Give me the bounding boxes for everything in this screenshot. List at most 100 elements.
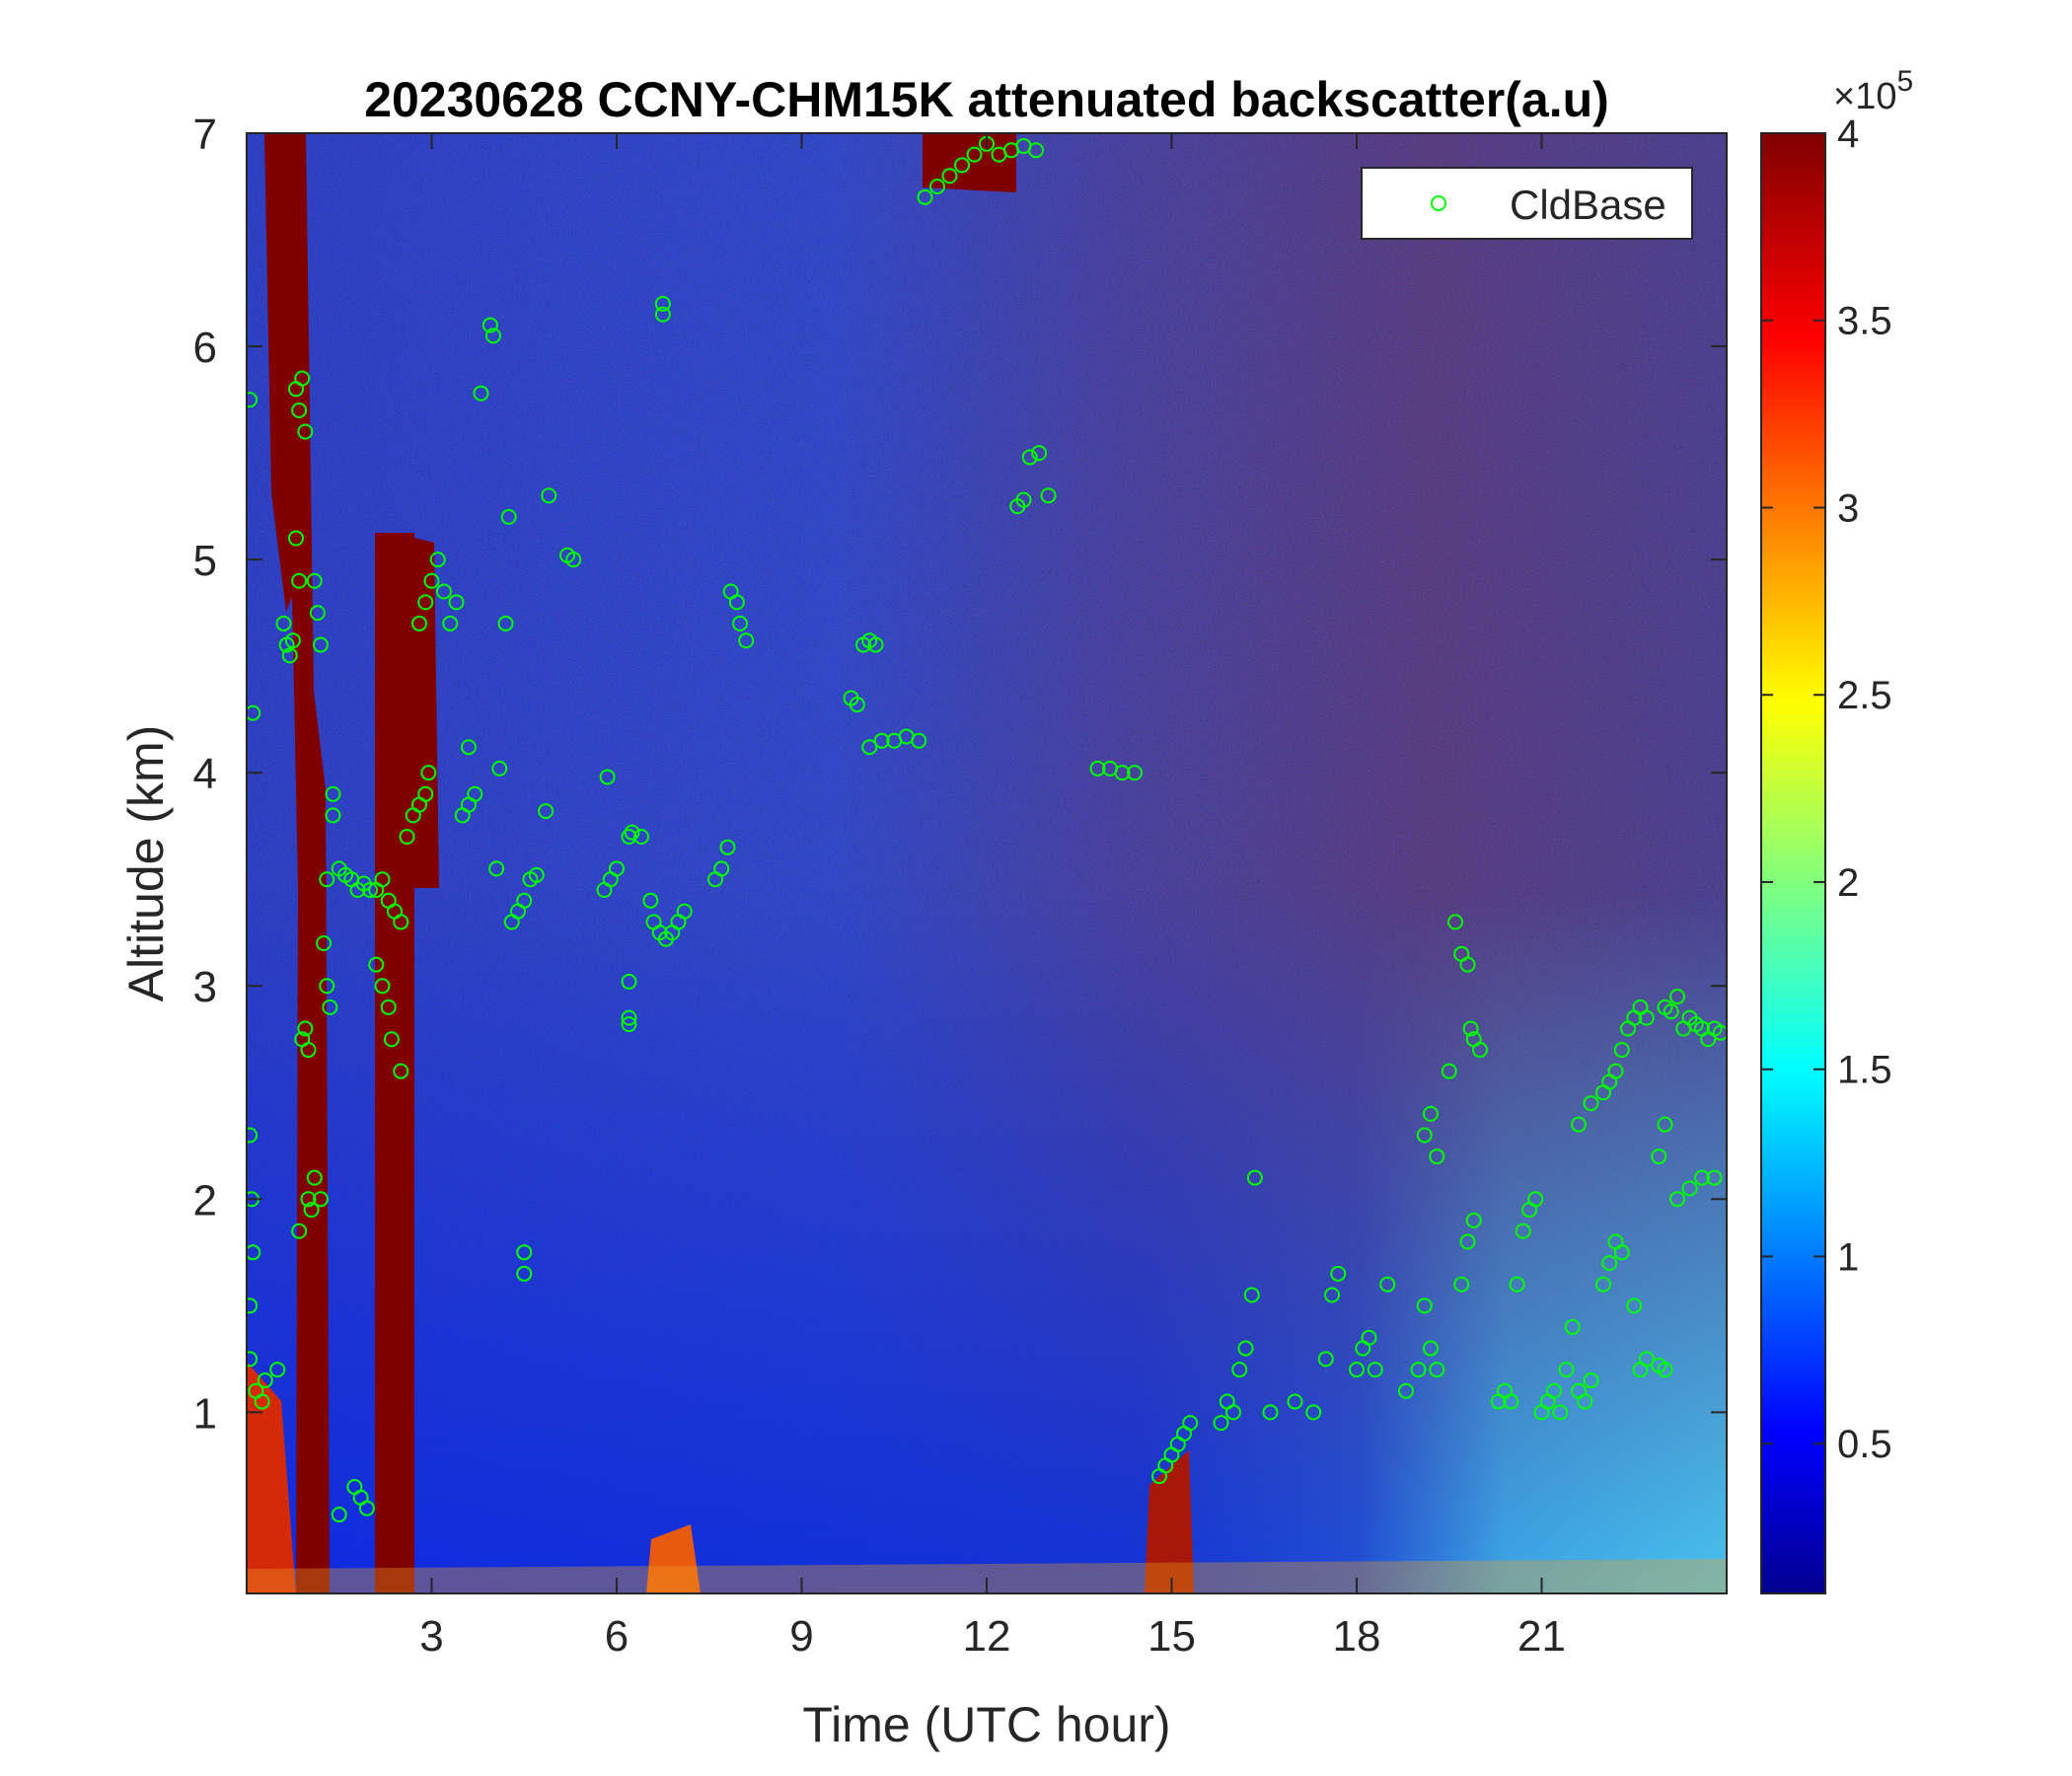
cldbase-point [538, 803, 555, 820]
y-tick-label: 3 [193, 963, 217, 1011]
cldbase-point [309, 605, 326, 622]
y-axis-ticks: 1 2 3 4 5 6 7 [193, 111, 1727, 1438]
cldbase-point [485, 328, 501, 344]
cldbase-point [738, 632, 755, 649]
cldbase-point [297, 1020, 314, 1037]
cldbase-point [867, 636, 884, 653]
cldbase-point [1262, 1404, 1279, 1421]
cldbase-point [621, 1009, 637, 1026]
cldbase-point [1546, 1382, 1562, 1399]
x-tick-label: 15 [1147, 1612, 1196, 1661]
cldbase-point [247, 1297, 259, 1314]
cldbase-point [1694, 1169, 1710, 1186]
colorbar: 0.5 1 1.5 2 2.5 3 3.5 4 ×105 [1760, 65, 1913, 1594]
cldbase-point [303, 1202, 320, 1219]
cldbase-point [1349, 1362, 1365, 1378]
cldbase-point [528, 866, 545, 883]
x-axis-ticks: 3 6 9 12 15 18 21 [419, 133, 1566, 1661]
cldbase-point [297, 423, 314, 440]
cldbase-point [966, 146, 983, 163]
cldbase-point [500, 508, 517, 525]
x-tick-label: 21 [1517, 1612, 1566, 1661]
colorbar-box [1760, 132, 1826, 1594]
cldbase-point [362, 882, 378, 899]
cldbase-point [374, 978, 391, 995]
cldbase-point [1657, 1362, 1673, 1378]
cldbase-point [1527, 1191, 1544, 1208]
cldbase-point [306, 572, 323, 589]
cldbase-point [676, 903, 693, 920]
colorbar-tick-label: 2 [1837, 861, 1859, 905]
cldbase-point [1416, 1127, 1433, 1144]
y-tick-label: 2 [193, 1176, 217, 1224]
cldbase-point [1021, 449, 1038, 466]
cldbase-point [1607, 1063, 1624, 1079]
cldbase-point [621, 1016, 637, 1033]
x-tick-label: 18 [1333, 1612, 1381, 1661]
cldbase-point [1441, 1063, 1457, 1079]
cldbase-point [1237, 1340, 1254, 1357]
x-axis-label: Time (UTC hour) [802, 1697, 1170, 1752]
cldbase-point [1583, 1095, 1599, 1112]
cldbase-point [417, 785, 434, 802]
legend-label-cldbase: CldBase [1510, 182, 1666, 228]
cldbase-point [442, 615, 459, 631]
cldbase-point [316, 935, 333, 952]
x-tick-label: 12 [963, 1612, 1011, 1661]
cldbase-point [642, 892, 659, 909]
cldbase-point [291, 402, 308, 418]
chart-title: 20230628 CCNY-CHM15K attenuated backscat… [364, 72, 1609, 127]
cldbase-point [368, 956, 385, 973]
cldbase-point [1089, 760, 1106, 777]
colorbar-ticks: 0.5 1 1.5 2 2.5 3 3.5 4 [1761, 112, 1892, 1466]
cldbase-point [732, 615, 748, 631]
cldbase-point [322, 999, 338, 1015]
cldbase-point [1613, 1042, 1630, 1059]
cldbase-point [1515, 1222, 1531, 1239]
cldbase-point [1243, 1287, 1260, 1303]
cldbase-point [624, 824, 640, 841]
cldbase-point [467, 785, 483, 802]
cldbase-point [861, 739, 878, 756]
cldbase-point [1577, 1393, 1593, 1410]
cloud-feature-column-2 [375, 533, 414, 1593]
cldbase-point [481, 317, 498, 333]
cldbase-point [319, 871, 335, 888]
cldbase-point [1031, 445, 1048, 462]
cldbase-point [1361, 1329, 1377, 1346]
colorbar-exponent-power: 5 [1896, 65, 1913, 98]
cldbase-point [1182, 1415, 1199, 1432]
cldbase-point [473, 385, 489, 402]
cldbase-point [300, 1191, 317, 1208]
cldbase-point [254, 1393, 270, 1410]
cldbase-point [1410, 1362, 1427, 1378]
cldbase-point [291, 572, 308, 589]
y-tick-label: 6 [193, 324, 217, 372]
cldbase-point [393, 1063, 409, 1079]
surface-aerosol-2 [1145, 1450, 1194, 1593]
cldbase-point [325, 807, 341, 824]
cldbase-point [1324, 1287, 1340, 1303]
cldbase-point [1423, 1340, 1439, 1357]
cldbase-point [941, 168, 958, 185]
y-tick-label: 4 [193, 750, 217, 798]
cldbase-point [247, 392, 259, 408]
cldbase-point [1583, 1371, 1599, 1388]
cldbase-point [1379, 1276, 1396, 1293]
cldbase-point [488, 860, 505, 877]
cldbase-point [1398, 1382, 1414, 1399]
cldbase-point [1651, 1148, 1667, 1165]
cldbase-point [1040, 487, 1057, 504]
cldbase-point [247, 1244, 261, 1261]
cldbase-point [1447, 914, 1463, 930]
cloud-feature-column-1 [286, 133, 330, 1593]
cldbase-point [1429, 1148, 1445, 1165]
cldbase-point [1465, 1212, 1482, 1228]
surface-aerosol-1 [646, 1524, 701, 1593]
cldbase-point [954, 157, 970, 174]
x-tick-label: 9 [789, 1612, 813, 1661]
cldbase-point [1453, 1276, 1470, 1293]
cldbase-point [654, 295, 671, 312]
cldbase-point [325, 785, 341, 802]
cldbase-point [1595, 1276, 1611, 1293]
